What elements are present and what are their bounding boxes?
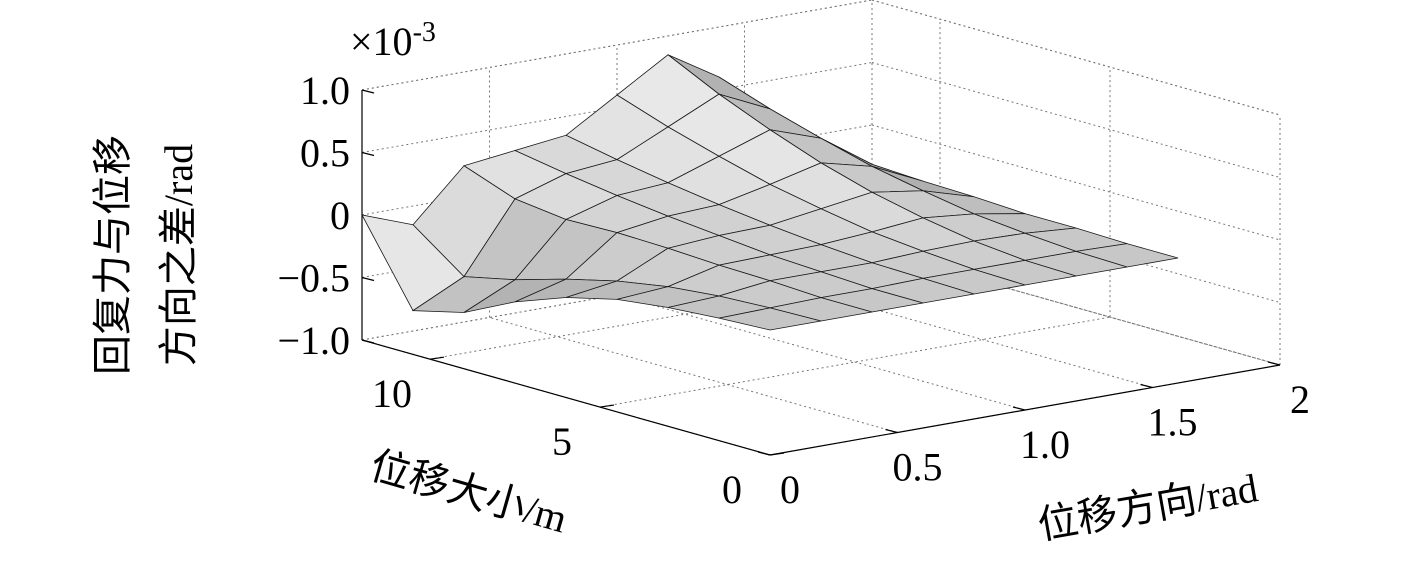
- y-tick: [769, 452, 785, 456]
- box-edge: [361, 0, 873, 91]
- y-tick-label: 10: [372, 371, 412, 416]
- z-tick: [361, 151, 375, 157]
- y-tick: [429, 356, 445, 360]
- x-tick-label: 0.5: [893, 445, 943, 490]
- x-tick: [757, 451, 771, 456]
- x-tick-label: 0: [780, 467, 800, 512]
- z-tick-label: 0.5: [300, 131, 350, 176]
- x-tick: [1140, 383, 1153, 389]
- y-tick-label: 0: [722, 467, 742, 512]
- x-tick: [885, 428, 898, 434]
- z-multiplier-exponent: -3: [413, 17, 436, 48]
- y-tick-label: 5: [552, 419, 572, 464]
- x-tick: [1267, 361, 1281, 366]
- z-tick-label: −1.0: [277, 318, 350, 363]
- x-axis-label: 位移方向/rad: [1034, 465, 1261, 548]
- grid-line: [871, 124, 1281, 241]
- x-tick-label: 2: [1290, 377, 1310, 422]
- z-tick: [361, 89, 375, 94]
- x-tick: [1012, 406, 1026, 411]
- y-axis-label: 位移大小/m: [365, 443, 572, 542]
- z-tick-label: −0.5: [277, 256, 350, 301]
- z-axis-label: 方向之差/rad: [156, 144, 201, 366]
- z-tick-label: 0: [330, 193, 350, 238]
- grid-line: [744, 272, 1153, 388]
- z-tick: [361, 276, 375, 282]
- z-multiplier: ×10-3: [350, 17, 436, 64]
- surface-cell: [718, 307, 822, 331]
- x-tick-label: 1.0: [1020, 422, 1070, 467]
- grid-line: [489, 317, 898, 433]
- box-edge: [871, 0, 1281, 116]
- z-multiplier-base: ×10: [350, 19, 413, 64]
- grid-line: [616, 294, 1026, 411]
- z-tick: [361, 339, 375, 344]
- x-tick-label: 1.5: [1148, 400, 1198, 445]
- z-axis-label: 回复力与位移: [90, 135, 135, 375]
- grid-line: [871, 62, 1281, 178]
- z-tick-label: 1.0: [300, 68, 350, 113]
- grid-line: [599, 316, 1111, 408]
- grid-line: [361, 62, 873, 153]
- y-tick: [599, 404, 615, 408]
